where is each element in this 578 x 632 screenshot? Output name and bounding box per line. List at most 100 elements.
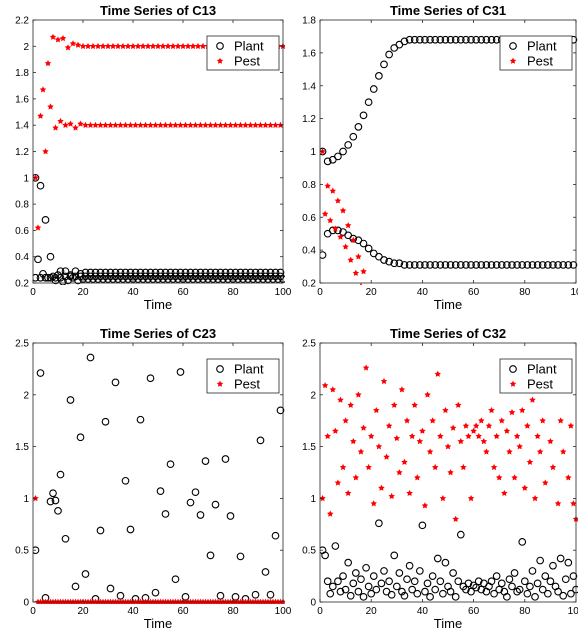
data-point-plant (487, 577, 496, 586)
data-point-plant (276, 268, 285, 277)
x-axis-label: Time (434, 297, 462, 312)
data-point-plant (321, 551, 329, 560)
data-point-pest (327, 217, 334, 224)
data-point-pest (452, 515, 459, 522)
data-point-plant (119, 275, 127, 283)
data-point-pest (524, 312, 530, 318)
data-point-plant (211, 268, 220, 277)
data-point-pest (483, 448, 490, 455)
legend-box (499, 358, 573, 394)
data-point-pest (447, 469, 454, 476)
data-point-plant (211, 272, 220, 281)
data-point-pest (545, 312, 551, 318)
data-point-plant (431, 261, 440, 269)
data-point-plant (81, 272, 90, 281)
x-tick-label: 100 (275, 606, 292, 617)
data-point-plant (523, 261, 532, 269)
data-point-plant (216, 591, 225, 600)
x-tick-label: 20 (77, 287, 89, 298)
data-point-plant (176, 268, 185, 277)
data-point-pest (424, 312, 430, 318)
data-point-plant (364, 582, 373, 591)
data-point-pest (352, 269, 360, 276)
data-point-pest (350, 236, 357, 244)
data-point-plant (141, 272, 150, 281)
data-point-pest (501, 489, 508, 496)
data-point-pest (554, 500, 562, 507)
data-point-pest (64, 44, 72, 51)
y-tick-label: 0.4 (302, 246, 316, 257)
data-point-pest (167, 121, 174, 128)
data-point-pest (334, 479, 342, 486)
data-point-pest (429, 417, 436, 424)
data-point-plant (392, 582, 401, 591)
data-point-plant (251, 268, 260, 277)
data-point-plant (134, 275, 142, 283)
data-point-pest (67, 120, 74, 127)
data-point-pest (449, 424, 457, 431)
data-point-plant (186, 272, 195, 281)
data-point-pest (112, 121, 119, 128)
y-tick-label: 1.6 (302, 48, 316, 59)
y-tick-label: 0.5 (15, 546, 29, 557)
data-point-plant (271, 272, 280, 281)
data-point-plant (126, 272, 135, 281)
data-point-plant (497, 261, 506, 269)
data-point-plant (54, 271, 62, 279)
data-point-plant (191, 268, 200, 277)
y-tick-label: 1 (310, 147, 316, 158)
x-tick-label: 60 (177, 606, 189, 617)
data-point-pest (539, 417, 546, 424)
data-point-pest (516, 312, 522, 318)
data-point-pest (378, 484, 385, 491)
data-point-pest (89, 42, 97, 50)
data-point-pest (174, 42, 182, 50)
data-point-pest (396, 312, 402, 318)
data-point-pest (421, 502, 429, 509)
data-point-plant (221, 268, 230, 277)
data-point-pest (360, 424, 367, 431)
x-tick-label: 0 (317, 287, 323, 298)
data-point-plant (380, 256, 388, 264)
data-point-pest (411, 401, 418, 408)
data-point-pest (134, 42, 142, 50)
data-point-pest (422, 312, 428, 318)
data-point-pest (157, 121, 164, 128)
data-point-plant (84, 275, 92, 283)
data-point-pest (437, 312, 443, 318)
data-point-plant (477, 35, 486, 44)
data-point-plant (211, 500, 220, 509)
data-point-pest (164, 42, 172, 50)
data-point-pest (549, 463, 557, 471)
data-point-plant (559, 261, 568, 269)
data-point-plant (561, 575, 570, 584)
data-point-pest (435, 312, 441, 318)
data-point-plant (276, 406, 285, 415)
data-point-plant (131, 268, 140, 277)
data-point-plant (66, 396, 75, 404)
data-point-plant (33, 273, 40, 282)
y-tick-label: 2.5 (15, 339, 29, 350)
data-point-pest (327, 510, 334, 517)
data-point-pest (493, 432, 500, 439)
data-point-pest (137, 121, 144, 128)
data-point-plant (181, 272, 190, 281)
data-point-plant (226, 268, 235, 277)
data-point-plant (96, 526, 105, 535)
data-point-plant (572, 585, 578, 594)
data-point-pest (362, 364, 370, 371)
chart-panel-2: Time Series of C31 0 20 40 60 80 10 0.2 0.4 0.6 0.… (302, 3, 578, 318)
data-point-pest (455, 401, 462, 408)
data-point-plant (446, 587, 455, 596)
data-point-pest (102, 121, 109, 128)
data-point-plant (554, 587, 562, 596)
data-point-plant (164, 275, 172, 283)
data-point-pest (565, 312, 571, 318)
data-point-plant (421, 587, 429, 596)
data-point-pest (532, 312, 538, 318)
data-point-plant (91, 272, 100, 281)
data-point-plant (101, 417, 110, 426)
data-point-pest (77, 120, 84, 127)
data-point-plant (41, 273, 50, 282)
data-point-plant (271, 268, 280, 277)
